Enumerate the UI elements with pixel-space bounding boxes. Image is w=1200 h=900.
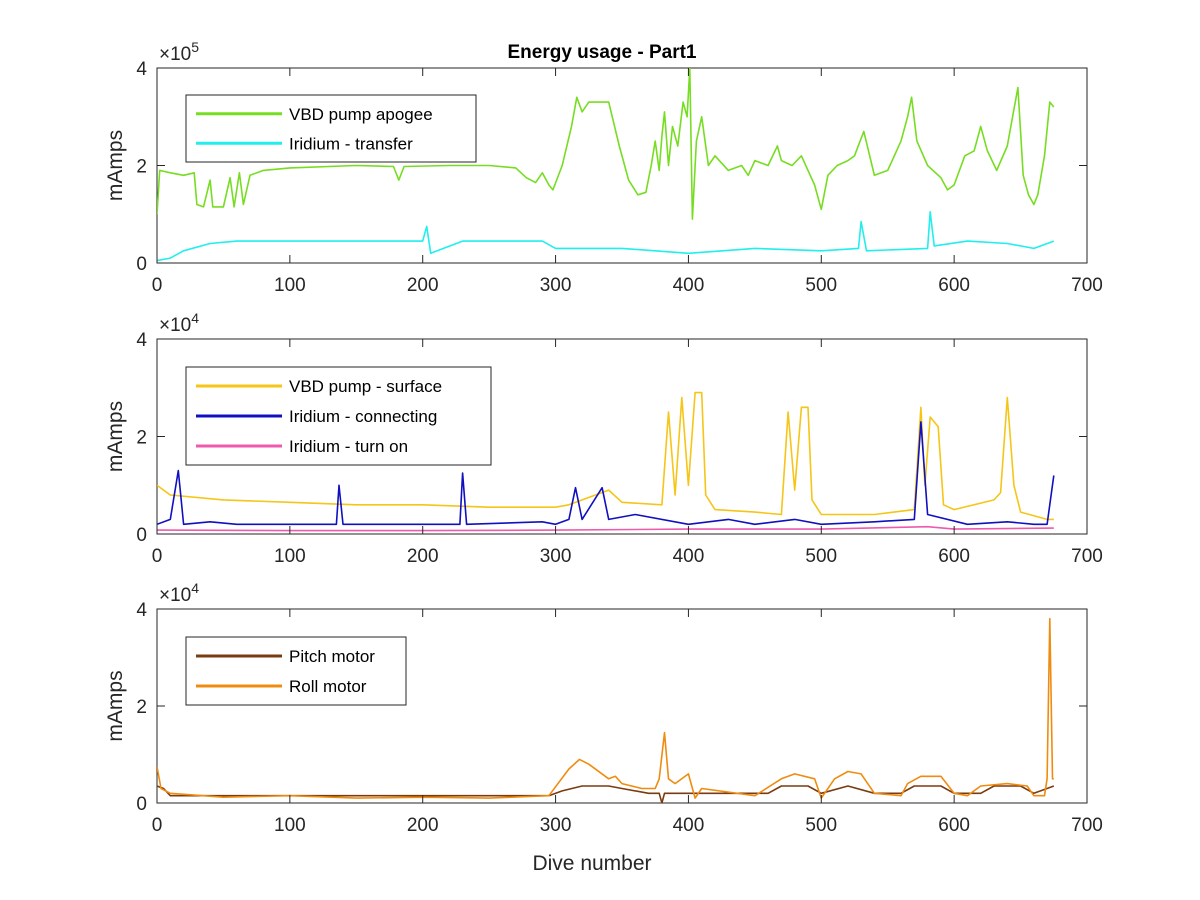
x-tick-label: 500 xyxy=(805,546,837,567)
legend-entry: Iridium - turn on xyxy=(289,437,408,456)
y-axis-label: mAmps xyxy=(104,670,127,741)
y-axis-label: mAmps xyxy=(104,401,127,472)
x-tick-label: 0 xyxy=(152,815,163,836)
y-tick-label: 2 xyxy=(136,697,147,718)
subplot-3: 0 100 200 300 400 500 600 700 0 2 4 ×104 mAmps Dive n… xyxy=(104,580,1103,875)
x-tick-label: 400 xyxy=(673,275,705,296)
x-tick-label: 300 xyxy=(540,275,572,296)
series-lines xyxy=(157,68,1055,262)
legend-entry: Iridium - connecting xyxy=(289,407,437,426)
x-tick-label: 600 xyxy=(938,546,970,567)
x-tick-label: 600 xyxy=(938,815,970,836)
x-tick-label: 600 xyxy=(938,275,970,296)
y-tick-label: 0 xyxy=(136,254,147,275)
x-tick-label: 300 xyxy=(540,546,572,567)
series-lines xyxy=(157,617,1055,803)
chart-title: Energy usage - Part1 xyxy=(507,42,696,63)
series-line-1 xyxy=(157,391,1054,521)
y-tick-label: 0 xyxy=(136,525,147,546)
legend: VBD pump - surface Iridium - connecting Ir… xyxy=(185,366,492,466)
subplot-1: 0 100 200 300 400 500 600 700 0 2 4 ×105 mAmps Energy… xyxy=(104,39,1103,296)
x-tick-label: 700 xyxy=(1071,815,1103,836)
x-tick-label: 200 xyxy=(407,815,439,836)
legend-box xyxy=(185,94,477,163)
x-tick-label: 0 xyxy=(152,546,163,567)
y-tick-label: 2 xyxy=(136,428,147,449)
legend-entry: Iridium - transfer xyxy=(289,134,413,153)
plots: 0 100 200 300 400 500 600 700024×105mAmpsEnergy… xyxy=(104,39,1103,875)
series-line-2 xyxy=(157,617,1054,799)
legend-box xyxy=(185,636,407,706)
series-line-2 xyxy=(157,211,1055,262)
subplot-2: 0 100 200 300 400 500 600 700 0 2 4 ×104 mAmps VBD pu… xyxy=(104,310,1103,567)
x-tick-label: 0 xyxy=(152,275,163,296)
y-tick-label: 4 xyxy=(136,600,147,621)
y-exponent-label: ×104 xyxy=(159,580,199,606)
legend: VBD pump apogee Iridium - transfer xyxy=(185,94,477,163)
y-exponent-label: ×104 xyxy=(159,310,199,336)
legend: Pitch motor Roll motor xyxy=(185,636,407,706)
x-tick-label: 100 xyxy=(274,546,306,567)
x-tick-label: 700 xyxy=(1071,546,1103,567)
x-tick-label: 200 xyxy=(407,275,439,296)
x-tick-label: 100 xyxy=(274,275,306,296)
x-tick-label: 500 xyxy=(805,815,837,836)
legend-entry: Pitch motor xyxy=(289,647,375,666)
series-line-1 xyxy=(157,68,1055,220)
y-axis-label: mAmps xyxy=(104,130,127,201)
y-tick-label: 4 xyxy=(136,59,147,80)
legend-entry: VBD pump apogee xyxy=(289,105,433,124)
y-tick-label: 4 xyxy=(136,330,147,351)
y-exponent-label: ×105 xyxy=(159,39,199,65)
x-tick-label: 300 xyxy=(540,815,572,836)
y-tick-label: 2 xyxy=(136,157,147,178)
x-tick-label: 200 xyxy=(407,546,439,567)
legend-entry: Roll motor xyxy=(289,677,367,696)
x-tick-label: 400 xyxy=(673,546,705,567)
x-tick-label: 100 xyxy=(274,815,306,836)
legend-entry: VBD pump - surface xyxy=(289,377,442,396)
x-axis-label: Dive number xyxy=(532,852,651,875)
x-tick-label: 400 xyxy=(673,815,705,836)
series-line-2 xyxy=(157,421,1055,526)
x-tick-label: 500 xyxy=(805,275,837,296)
x-tick-label: 700 xyxy=(1071,275,1103,296)
y-tick-label: 0 xyxy=(136,794,147,815)
